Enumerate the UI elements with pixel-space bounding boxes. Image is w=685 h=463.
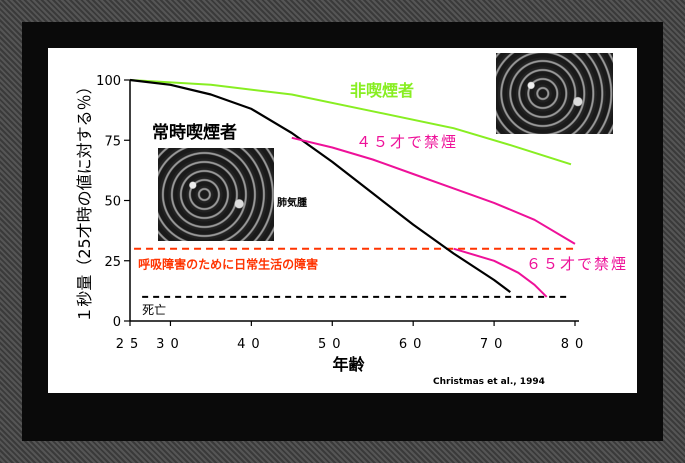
y-axis-title: １秒量（25才時の値に対する％）	[75, 78, 94, 322]
quit-at-45-line	[291, 136, 576, 245]
non-smoker-label: 非喫煙者	[350, 81, 414, 100]
x-axis-title: 年齢	[332, 355, 365, 374]
x-tick-label: 40	[237, 337, 266, 352]
death-label: 死亡	[142, 303, 166, 317]
smoker-line	[129, 78, 511, 293]
quit-at-65-line	[453, 247, 548, 298]
y-tick-label: 0	[113, 315, 121, 330]
x-tick-label: 80	[561, 337, 590, 352]
y-tick-label: 25	[104, 255, 121, 270]
emphysema-label: 肺気腫	[277, 196, 307, 209]
y-tick-label: 100	[96, 74, 121, 89]
x-tick-label: 30	[156, 337, 185, 352]
respiratory-disability-label: 呼吸障害のために日常生活の障害	[138, 257, 318, 272]
x-tick-label: 50	[318, 337, 347, 352]
chart-svg: 0 25 50 75 100 25 30 40 50 60 70 80 年齢 １秒量（25才時の値に対する…	[75, 74, 628, 387]
non-smoker-line	[129, 79, 572, 166]
emphysema-lung-photo	[158, 148, 274, 241]
quit-at-45-label: ４５才で禁煙	[356, 133, 458, 151]
healthy-lung-photo	[496, 53, 613, 134]
y-tick-label: 50	[104, 195, 121, 210]
x-tick-label: 60	[399, 337, 428, 352]
source-citation: Christmas et al., 1994	[433, 377, 545, 387]
smoker-label: 常時喫煙者	[152, 122, 237, 143]
quit-at-65-label: ６５才で禁煙	[526, 255, 628, 273]
chart-panel: 0 25 50 75 100 25 30 40 50 60 70 80 年齢 １秒量（25才時の値に対する…	[48, 48, 637, 393]
y-tick-label: 75	[104, 134, 121, 149]
x-tick-label: 70	[480, 337, 509, 352]
x-tick-label: 25	[116, 337, 145, 352]
